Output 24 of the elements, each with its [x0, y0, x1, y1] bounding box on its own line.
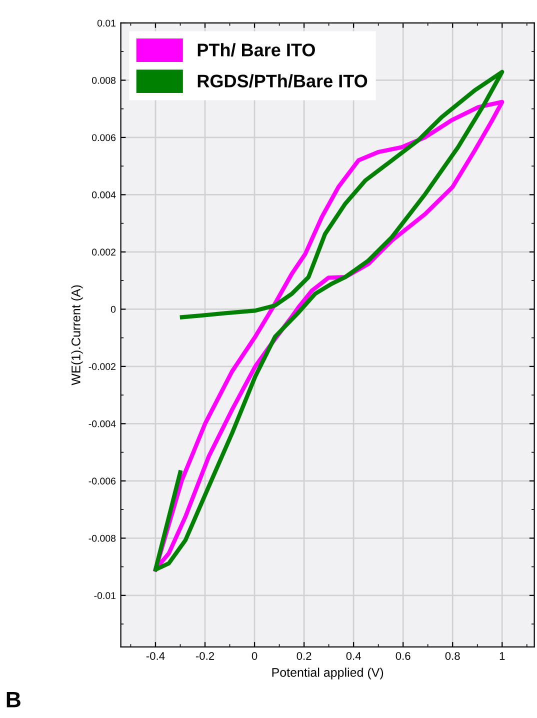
y-tick-label: 0	[110, 306, 116, 313]
x-axis-title: Potential applied (V)	[272, 668, 384, 680]
legend-label: RGDS/PTh/Bare ITO	[198, 74, 368, 88]
x-tick-label: -0.2	[196, 652, 214, 660]
x-tick-label: -0.4	[146, 652, 165, 660]
y-tick-label: 0.01	[97, 20, 116, 27]
y-axis-title: WE(1).Current (A)	[71, 285, 83, 386]
x-tick-label: 0.2	[296, 652, 312, 660]
y-tick-label: -0.004	[88, 420, 116, 428]
y-tick-label: 0.008	[92, 76, 116, 84]
x-tick-label: 0.4	[346, 652, 361, 660]
y-tick-label: -0.01	[94, 592, 116, 600]
y-tick-label: -0.002	[88, 363, 116, 370]
y-tick-label: -0.006	[88, 478, 116, 485]
x-tick-label: 0.6	[396, 652, 410, 660]
text: B	[6, 692, 20, 708]
legend-label: PTh/ Bare ITO	[198, 43, 315, 57]
y-tick-label: 0.002	[92, 248, 116, 256]
x-tick-label: 0.8	[445, 652, 460, 660]
y-tick-label: 0.006	[92, 134, 116, 142]
y-tick-label: -0.008	[88, 534, 116, 542]
x-tick-label: 1	[500, 652, 505, 660]
y-tick-label: 0.004	[92, 191, 116, 198]
x-tick-label: 0	[252, 652, 258, 660]
